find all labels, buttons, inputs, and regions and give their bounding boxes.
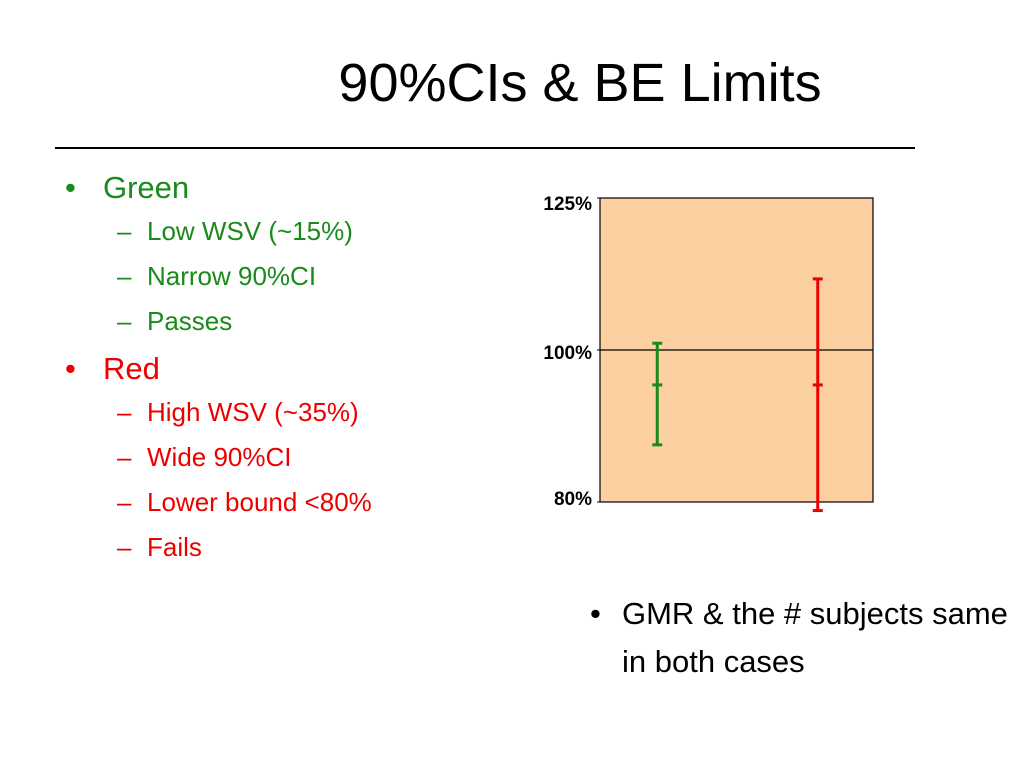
sub-bullet: Low WSV (~15%) — [65, 216, 505, 247]
sub-bullet: High WSV (~35%) — [65, 397, 505, 428]
slide-title: 90%CIs & BE Limits — [338, 53, 822, 113]
y-tick-label: 100% — [543, 343, 592, 364]
bullet-list: Green Low WSV (~15%) Narrow 90%CI Passes Red… — [65, 170, 505, 577]
sub-bullet: Wide 90%CI — [65, 442, 505, 473]
title-rule — [55, 147, 915, 149]
sub-bullet: Lower bound <80% — [65, 487, 505, 518]
y-tick-label: 80% — [554, 489, 592, 510]
sub-bullet: Fails — [65, 532, 505, 563]
note: GMR & the # subjects same in both cases — [590, 590, 1010, 686]
sub-bullet: Passes — [65, 306, 505, 337]
bullet: Green — [65, 170, 505, 206]
sub-bullet: Narrow 90%CI — [65, 261, 505, 292]
y-tick-label: 125% — [543, 194, 592, 215]
bullet: Red — [65, 351, 505, 387]
